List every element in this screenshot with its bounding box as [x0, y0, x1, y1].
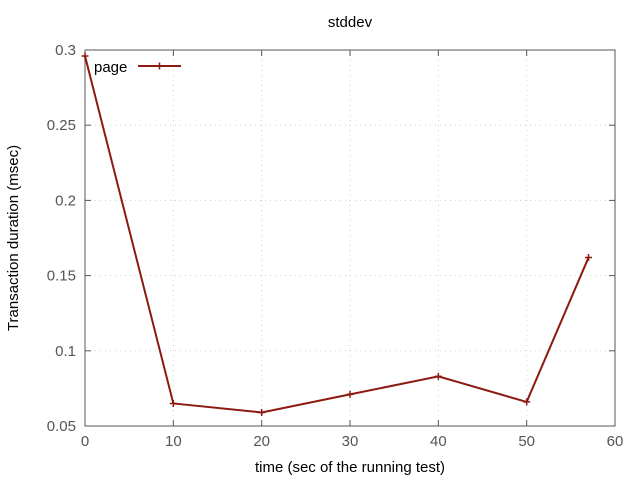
x-tick-label: 40 [430, 433, 447, 450]
legend-label: page [94, 59, 127, 76]
y-tick-label: 0.2 [55, 192, 76, 209]
series-layer [81, 52, 592, 416]
data-point [585, 254, 592, 262]
x-tick-label: 10 [165, 433, 182, 450]
x-tick-label: 20 [253, 433, 270, 450]
data-point [346, 390, 354, 398]
chart-title: stddev [328, 14, 373, 31]
y-axis-label: Transaction duration (msec) [5, 145, 22, 331]
axis-ticks: 0 10 20 30 40 50 60 0.05 0.1 0.15 0.2 0.25 0.3 [47, 42, 624, 450]
legend: page [94, 59, 181, 76]
y-tick-label: 0.05 [47, 418, 76, 435]
data-point [258, 408, 266, 416]
x-tick-label: 30 [342, 433, 359, 450]
x-tick-label: 60 [607, 433, 624, 450]
data-point [434, 372, 442, 380]
x-tick-label: 50 [518, 433, 535, 450]
x-tick-label: 0 [81, 433, 89, 450]
data-point [169, 399, 177, 407]
series-line [84, 55, 590, 414]
data-point [81, 52, 89, 60]
y-tick-label: 0.3 [55, 42, 76, 59]
y-tick-label: 0.15 [47, 268, 76, 285]
x-axis-label: time (sec of the running test) [255, 459, 445, 476]
legend-marker [156, 62, 163, 70]
grid [85, 50, 615, 426]
y-tick-label: 0.1 [55, 343, 76, 360]
data-point [523, 398, 531, 406]
y-tick-label: 0.25 [47, 117, 76, 134]
